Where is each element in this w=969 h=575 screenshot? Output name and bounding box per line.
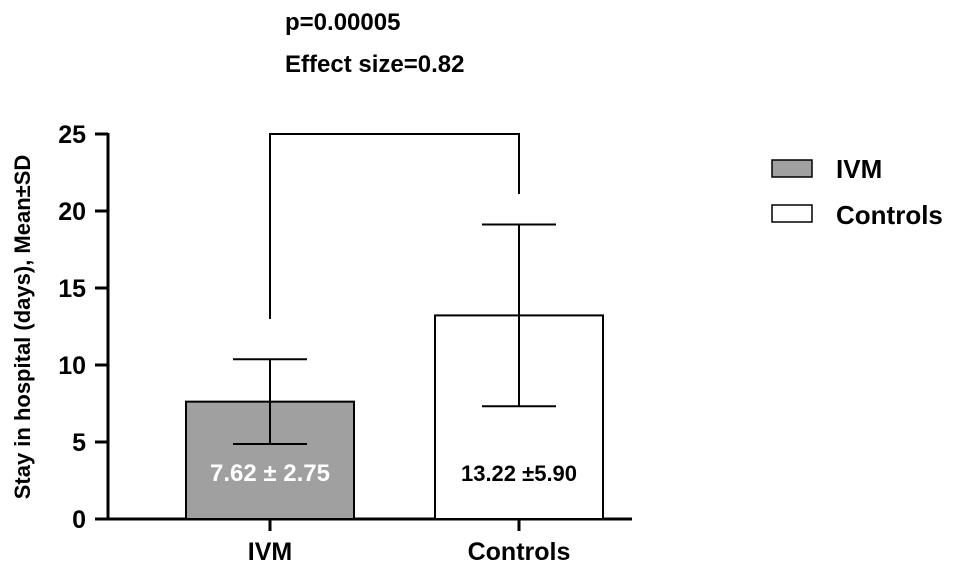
p-value-annotation: p=0.00005: [285, 9, 400, 36]
significance-bracket: [269, 133, 520, 319]
y-tick-label-10: 10: [58, 352, 86, 380]
legend-swatch-ivm: [771, 159, 813, 178]
y-axis-label: Stay in hospital (days), Mean±SD: [10, 155, 35, 500]
y-tick-label-25: 25: [58, 121, 86, 149]
y-tick-label-15: 15: [58, 275, 86, 303]
y-tick-label-5: 5: [72, 429, 86, 457]
legend-label-controls: Controls: [836, 200, 943, 230]
legend-label-ivm: IVM: [836, 154, 882, 184]
bar-value-label-controls: 13.22 ±5.90: [461, 461, 577, 486]
effect-size-annotation: Effect size=0.82: [285, 51, 464, 78]
plot-area: 0 5 10 15 20 25 IVM 7.62 ± 2.75 Controls 13.22 ±5…: [58, 121, 632, 566]
y-tick-label-0: 0: [72, 506, 86, 534]
y-tick-label-20: 20: [58, 198, 86, 226]
x-tick-label-controls: Controls: [468, 538, 571, 566]
legend: IVM Controls: [771, 154, 943, 230]
x-tick-label-ivm: IVM: [248, 538, 292, 566]
legend-swatch-controls: [771, 204, 813, 223]
bar-value-label-ivm: 7.62 ± 2.75: [210, 460, 330, 487]
